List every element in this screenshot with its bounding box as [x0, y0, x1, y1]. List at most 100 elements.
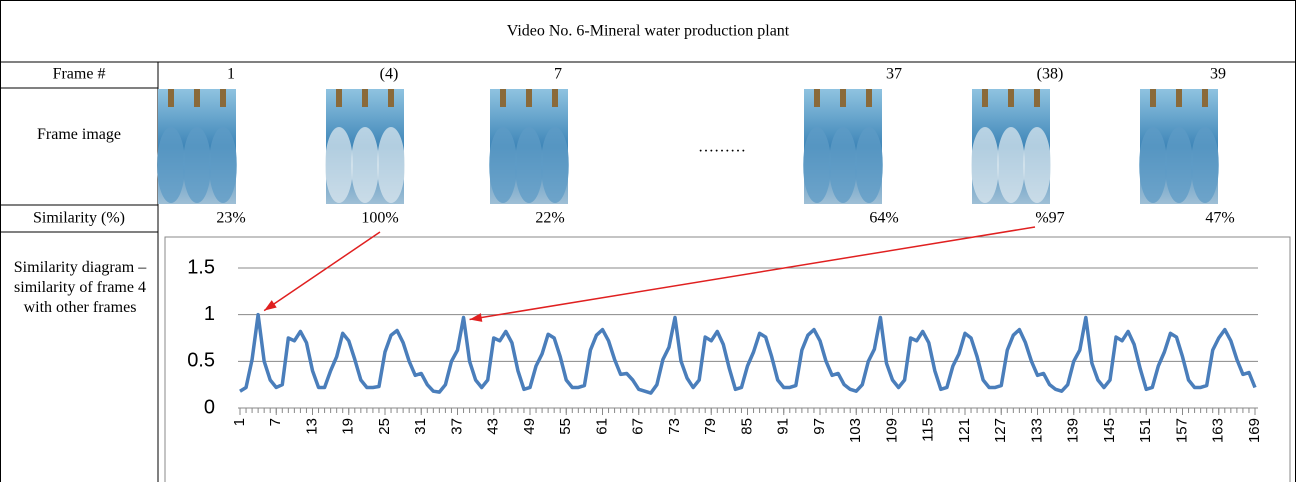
nozzle: [866, 89, 872, 107]
x-tick-label: 61: [593, 418, 610, 435]
bottle: [829, 127, 857, 203]
x-tick-label: 169: [1246, 418, 1263, 443]
x-tick-label: 103: [847, 418, 864, 443]
frame-image: [1139, 89, 1219, 204]
bottle: [803, 127, 831, 203]
row-label: Similarity (%): [33, 210, 125, 227]
bottle: [541, 127, 569, 203]
nozzle: [552, 89, 558, 107]
table-border: [1, 1, 1296, 482]
nozzle: [362, 89, 368, 107]
frame-number: 1: [227, 66, 235, 83]
frame-image: [325, 89, 405, 204]
nozzle: [814, 89, 820, 107]
similarity-value: 47%: [1205, 210, 1234, 227]
x-tick-label: 133: [1028, 418, 1045, 443]
arrow: [264, 232, 380, 311]
x-tick-label: 85: [738, 418, 755, 435]
x-tick-label: 13: [303, 418, 320, 435]
x-tick-label: 157: [1173, 418, 1190, 443]
y-tick-label: 1: [204, 303, 215, 325]
x-tick-label: 73: [666, 418, 683, 435]
x-tick-label: 115: [920, 418, 937, 442]
table-title: Video No. 6-Mineral water production pla…: [507, 23, 790, 40]
bottle: [351, 127, 379, 203]
x-tick-label: 55: [557, 418, 574, 435]
ellipsis: ………: [698, 139, 746, 156]
nozzle: [1202, 89, 1208, 107]
frame-image: [971, 89, 1051, 204]
x-tick-label: 163: [1210, 418, 1227, 443]
nozzle: [982, 89, 988, 107]
series-line: [240, 315, 1255, 393]
row-label: Similarity diagram –similarity of frame …: [6, 258, 154, 318]
x-tick-label: 91: [775, 418, 792, 435]
bottle: [1165, 127, 1193, 203]
x-tick-label: 49: [521, 418, 538, 435]
bottle: [515, 127, 543, 203]
nozzle: [220, 89, 226, 107]
nozzle: [840, 89, 846, 107]
nozzle: [336, 89, 342, 107]
x-tick-label: 1: [231, 418, 248, 426]
frame-number: (4): [380, 66, 399, 83]
bottle: [1139, 127, 1167, 203]
y-tick-label: 0: [204, 396, 215, 418]
bottle: [971, 127, 999, 203]
x-tick-label: 37: [448, 418, 465, 435]
x-tick-label: 25: [376, 418, 393, 435]
nozzle: [1176, 89, 1182, 107]
nozzle: [1008, 89, 1014, 107]
nozzle: [526, 89, 532, 107]
similarity-value: %97: [1035, 210, 1064, 227]
bottle: [209, 127, 237, 203]
x-tick-label: 121: [956, 418, 973, 443]
x-tick-label: 109: [883, 418, 900, 443]
bottle: [157, 127, 185, 203]
x-tick-label: 43: [485, 418, 502, 435]
frame-image: [489, 89, 569, 204]
frame-image: [803, 89, 883, 204]
x-tick-label: 31: [412, 418, 429, 435]
x-tick-label: 7: [267, 418, 284, 426]
frame-number: (38): [1037, 66, 1064, 83]
x-tick-label: 19: [340, 418, 357, 435]
page: Video No. 6-Mineral water production pla…: [0, 0, 1296, 482]
similarity-value: 23%: [216, 210, 245, 227]
x-tick-label: 145: [1101, 418, 1118, 443]
bottle: [489, 127, 517, 203]
bottle: [183, 127, 211, 203]
arrow-head: [264, 300, 277, 311]
frame-number: 39: [1210, 66, 1226, 83]
x-tick-label: 139: [1065, 418, 1082, 443]
bottle: [1023, 127, 1051, 203]
arrow: [470, 227, 1035, 319]
row-label: Frame image: [20, 125, 138, 145]
nozzle: [1150, 89, 1156, 107]
bottle: [997, 127, 1025, 203]
bottle: [377, 127, 405, 203]
nozzle: [168, 89, 174, 107]
table-figure: Video No. 6-Mineral water production pla…: [0, 0, 1296, 482]
x-tick-label: 151: [1137, 418, 1154, 443]
frame-number: 37: [886, 66, 902, 83]
x-tick-label: 127: [992, 418, 1009, 443]
bottle: [855, 127, 883, 203]
x-tick-label: 79: [702, 418, 719, 435]
nozzle: [1034, 89, 1040, 107]
nozzle: [194, 89, 200, 107]
similarity-value: 100%: [361, 210, 398, 227]
similarity-value: 22%: [535, 210, 564, 227]
nozzle: [388, 89, 394, 107]
y-tick-label: 1.5: [187, 256, 215, 278]
frame-image: [157, 89, 237, 204]
nozzle: [500, 89, 506, 107]
bottle: [325, 127, 353, 203]
row-label: Frame #: [53, 66, 106, 83]
x-tick-label: 97: [811, 418, 828, 435]
y-tick-label: 0.5: [187, 350, 215, 372]
similarity-value: 64%: [869, 210, 898, 227]
x-tick-label: 67: [630, 418, 647, 435]
bottle: [1191, 127, 1219, 203]
frame-number: 7: [554, 66, 562, 83]
